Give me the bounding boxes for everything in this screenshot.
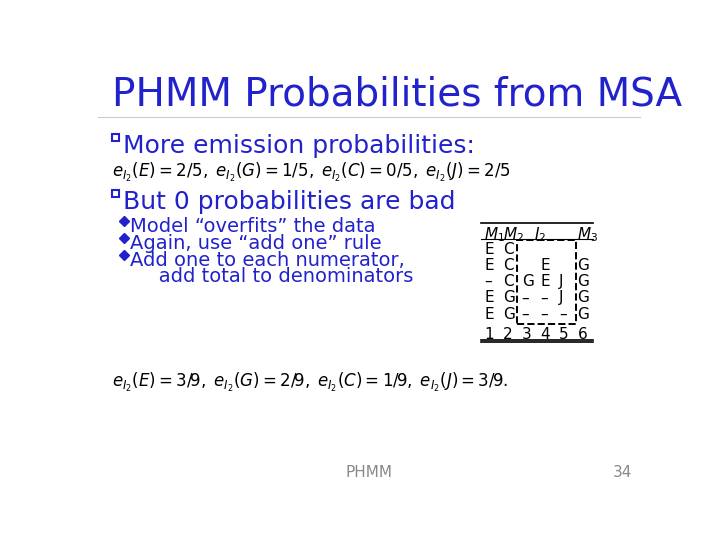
Text: PHMM Probabilities from MSA: PHMM Probabilities from MSA xyxy=(112,76,682,113)
Text: –: – xyxy=(540,307,548,322)
Text: E: E xyxy=(485,291,494,306)
Text: PHMM: PHMM xyxy=(346,465,392,480)
Text: But 0 probabilities are bad: But 0 probabilities are bad xyxy=(123,190,456,214)
Text: 1: 1 xyxy=(485,327,494,342)
Bar xyxy=(112,190,119,197)
Text: J: J xyxy=(559,291,563,306)
Text: E: E xyxy=(485,242,494,257)
Text: add total to denominators: add total to denominators xyxy=(140,267,413,286)
Text: –: – xyxy=(540,291,548,306)
Text: 5: 5 xyxy=(559,327,569,342)
Text: $e_{I_2}(E) = 3/9, \; e_{I_2}(G) = 2/9, \; e_{I_2}(C) = 1/9, \; e_{I_2}(J) = 3/9: $e_{I_2}(E) = 3/9, \; e_{I_2}(G) = 2/9, … xyxy=(112,372,508,394)
Text: –: – xyxy=(559,307,567,322)
Text: –: – xyxy=(522,291,529,306)
Text: E: E xyxy=(485,258,494,273)
Text: $e_{I_2}(E) = 2/5, \; e_{I_2}(G) = 1/5, \; e_{I_2}(C) = 0/5, \; e_{I_2}(J) = 2/5: $e_{I_2}(E) = 2/5, \; e_{I_2}(G) = 1/5, … xyxy=(112,161,510,184)
Text: 6: 6 xyxy=(577,327,588,342)
Text: E: E xyxy=(540,274,550,289)
Text: E: E xyxy=(540,258,550,273)
Text: C: C xyxy=(503,274,513,289)
Text: –: – xyxy=(485,274,492,289)
Text: 4: 4 xyxy=(540,327,550,342)
Text: G: G xyxy=(577,258,590,273)
Text: 3: 3 xyxy=(522,327,531,342)
Text: –: – xyxy=(522,307,529,322)
Text: 34: 34 xyxy=(613,465,632,480)
Text: G: G xyxy=(522,274,534,289)
Text: More emission probabilities:: More emission probabilities: xyxy=(123,134,475,158)
Text: $M_2$: $M_2$ xyxy=(503,225,524,244)
Text: 2: 2 xyxy=(503,327,513,342)
Text: $M_1$: $M_1$ xyxy=(485,225,505,244)
Text: Add one to each numerator,: Add one to each numerator, xyxy=(130,251,405,270)
Text: G: G xyxy=(577,274,590,289)
Text: Model “overfits” the data: Model “overfits” the data xyxy=(130,217,376,237)
Text: C: C xyxy=(503,258,513,273)
Text: G: G xyxy=(577,307,590,322)
Text: C: C xyxy=(503,242,513,257)
Text: $M_3$: $M_3$ xyxy=(577,225,598,244)
Text: Again, use “add one” rule: Again, use “add one” rule xyxy=(130,234,382,253)
Text: J: J xyxy=(559,274,563,289)
Text: G: G xyxy=(503,291,515,306)
Text: G: G xyxy=(577,291,590,306)
Bar xyxy=(112,134,119,141)
Text: $I_2$: $I_2$ xyxy=(534,225,546,244)
Text: G: G xyxy=(503,307,515,322)
Bar xyxy=(517,240,576,323)
Text: E: E xyxy=(485,307,494,322)
